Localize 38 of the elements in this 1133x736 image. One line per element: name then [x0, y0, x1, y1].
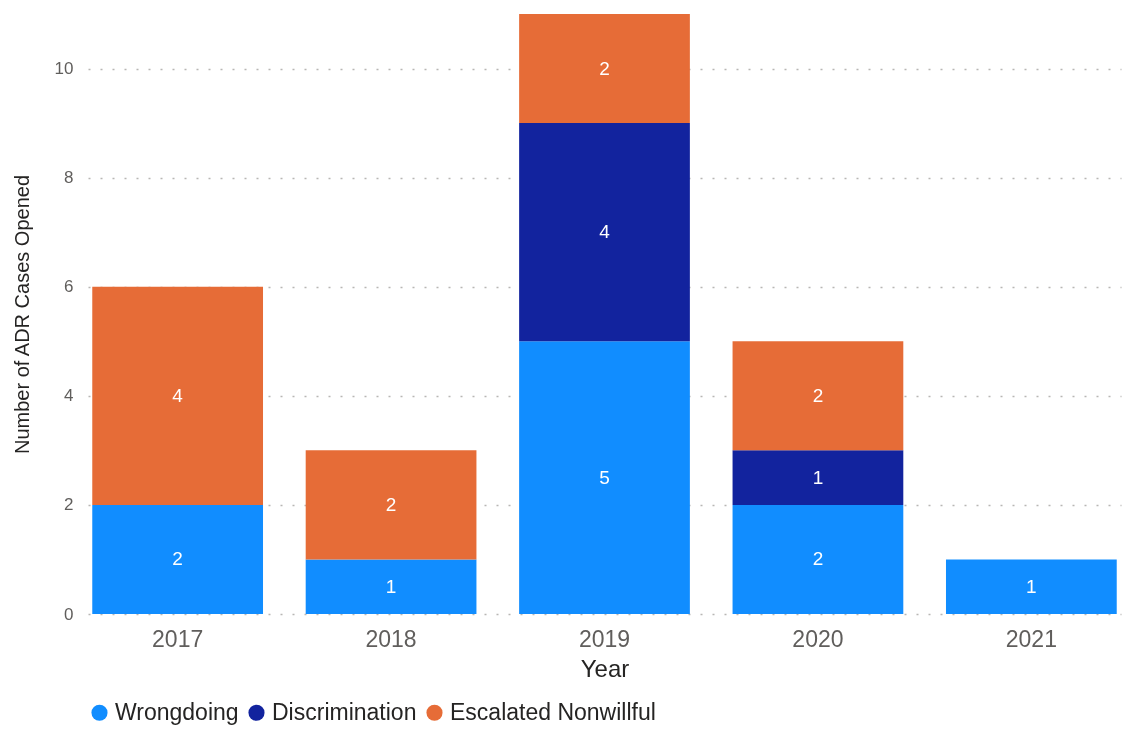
bar [519, 123, 690, 342]
bar [732, 504, 904, 614]
data-label: 2 [172, 548, 183, 570]
legend-label: Discrimination [272, 698, 417, 725]
y-tick-label: 10 [54, 59, 74, 79]
y-tick-label: 6 [64, 277, 74, 297]
x-tick-label: 2018 [365, 625, 417, 652]
y-tick-label: 8 [64, 168, 74, 188]
bar [519, 341, 690, 614]
y-tick-label: 4 [64, 386, 74, 406]
x-tick-label: 2021 [1005, 625, 1057, 652]
data-label: 2 [385, 493, 397, 515]
bar [945, 559, 1117, 614]
bar [92, 504, 264, 614]
x-tick-label: 2019 [578, 625, 631, 652]
bar [732, 450, 904, 505]
data-label: 2 [599, 57, 610, 79]
y-tick-label: 2 [64, 495, 74, 515]
data-label: 1 [812, 466, 824, 488]
data-label: 2 [812, 384, 824, 406]
bar [305, 559, 477, 614]
data-label: 5 [599, 466, 610, 488]
data-label: 2 [812, 548, 824, 570]
data-label: 1 [385, 575, 397, 597]
legend-label: Escalated Nonwillful [450, 698, 656, 725]
y-tick-label: 0 [64, 604, 74, 624]
data-label: 4 [599, 221, 611, 243]
bar [732, 341, 904, 451]
x-tick-label: 2017 [152, 625, 204, 652]
bar [92, 286, 264, 505]
data-label: 1 [1026, 575, 1037, 597]
bar [305, 450, 477, 560]
y-axis-title: Number of ADR Cases Opened [10, 174, 33, 455]
x-axis-title: Year [580, 654, 630, 682]
bar [519, 14, 690, 124]
legend-label: Wrongdoing [115, 698, 239, 725]
data-label: 4 [172, 384, 184, 406]
x-tick-label: 2020 [792, 625, 844, 652]
